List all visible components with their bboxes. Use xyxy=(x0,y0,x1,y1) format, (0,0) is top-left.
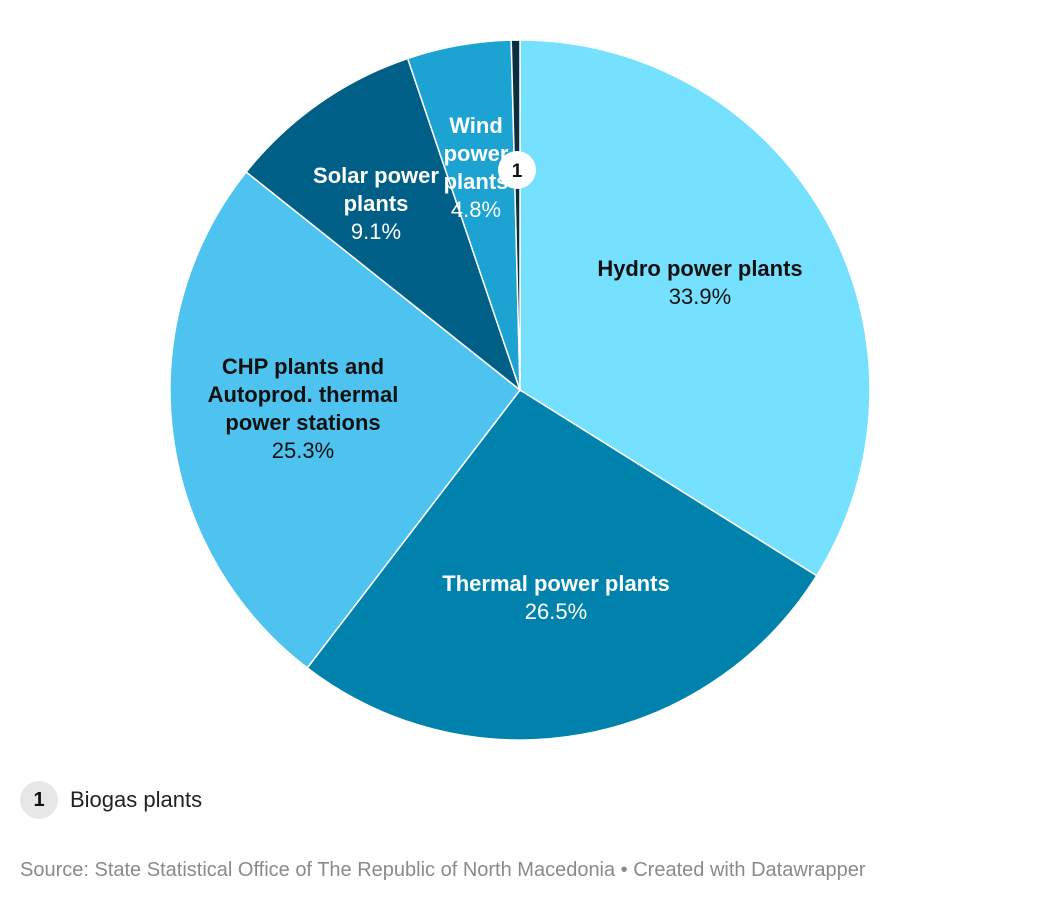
slice-label-hydro: Hydro power plants 33.9% xyxy=(597,256,802,309)
slice-label-solar: Solar power plants 9.1% xyxy=(313,163,439,244)
slice-label-line: Solar power xyxy=(313,163,439,188)
slice-value-label: 33.9% xyxy=(669,284,731,309)
slice-label-line: Wind xyxy=(449,113,503,138)
footnote-text: Biogas plants xyxy=(70,787,203,812)
footnote-badge: 1 xyxy=(20,781,58,819)
slice-label-line: Autoprod. thermal xyxy=(208,382,399,407)
pie-chart-svg: Hydro power plants 33.9% Thermal power pla… xyxy=(169,39,871,741)
slice-label-line: power stations xyxy=(225,410,380,435)
slice-label-line: power xyxy=(444,141,509,166)
slice-label-line: CHP plants and xyxy=(222,354,384,379)
pie-slice-solar xyxy=(245,57,522,393)
slice-label-thermal: Thermal power plants 26.5% xyxy=(442,571,669,624)
pie-slice-chp xyxy=(169,170,522,669)
slice-label-line: plants xyxy=(344,191,409,216)
slice-label-line: Hydro power plants xyxy=(597,256,802,281)
slice-value-label: 26.5% xyxy=(525,599,587,624)
footnote-marker-text: 1 xyxy=(512,161,523,182)
footnote: 1 Biogas plants xyxy=(20,780,202,820)
slice-label-chp: CHP plants and Autoprod. thermal power sta… xyxy=(208,354,399,463)
slice-value-label: 25.3% xyxy=(272,438,334,463)
slice-label-line: plants xyxy=(444,169,509,194)
slice-value-label: 9.1% xyxy=(351,219,401,244)
slice-label-line: Thermal power plants xyxy=(442,571,669,596)
pie-chart: Hydro power plants 33.9% Thermal power pla… xyxy=(169,39,871,741)
pie-slice-thermal xyxy=(306,389,818,741)
slice-label-wind: Wind power plants 4.8% xyxy=(444,113,509,222)
pie-slice-biogas xyxy=(510,39,521,391)
footnote-marker: 1 xyxy=(498,151,536,189)
source-credit: Source: State Statistical Office of The … xyxy=(20,859,866,881)
pie-slice-hydro xyxy=(519,39,871,577)
footnote-marker-circle xyxy=(498,151,536,189)
slice-value-label: 4.8% xyxy=(451,197,501,222)
